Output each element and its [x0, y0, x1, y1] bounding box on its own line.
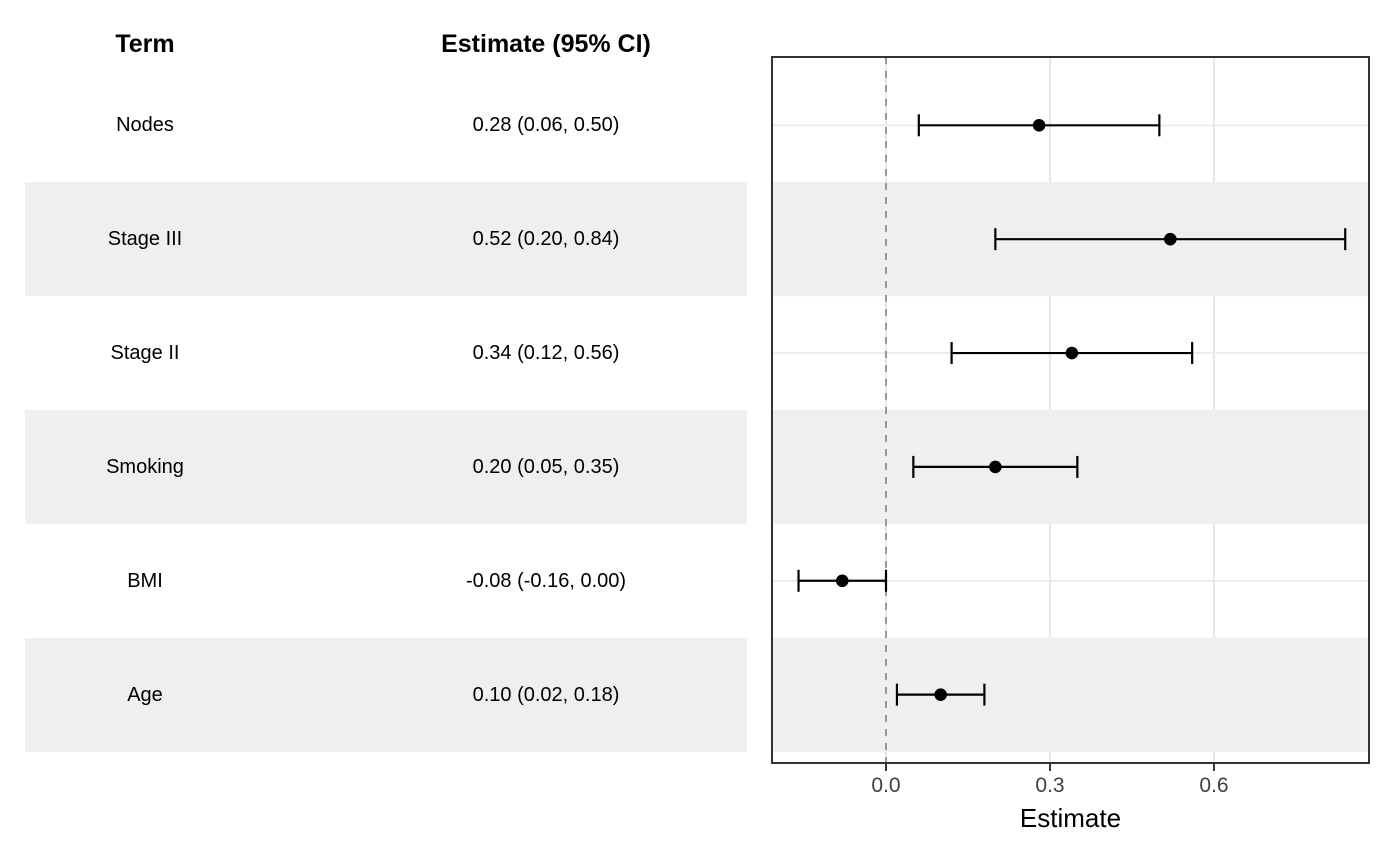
estimate-ci-value: 0.20 (0.05, 0.35) [472, 456, 620, 478]
estimate-point [835, 574, 849, 588]
table-row: Nodes 0.28 (0.06, 0.50) [25, 68, 747, 182]
estimate-ci-value: 0.28 (0.06, 0.50) [472, 114, 620, 136]
panel-stripe [772, 637, 1369, 752]
term-label: Stage III [107, 228, 183, 250]
table-row: Smoking 0.20 (0.05, 0.35) [25, 410, 747, 524]
estimate-point [1032, 119, 1046, 132]
estimate-ci-value: -0.08 (-0.16, 0.00) [465, 570, 627, 592]
table-row: BMI -0.08 (-0.16, 0.00) [25, 524, 747, 638]
table-row: Age 0.10 (0.02, 0.18) [25, 638, 747, 752]
term-table: Term Estimate (95% CI) Nodes 0.28 (0.06,… [25, 30, 747, 752]
term-label: BMI [127, 570, 163, 592]
estimate-point [934, 688, 947, 701]
table-row: Stage III 0.52 (0.20, 0.84) [25, 182, 747, 296]
table-row: Stage II 0.34 (0.12, 0.56) [25, 296, 747, 410]
estimate-point [1065, 346, 1079, 360]
term-label: Stage II [110, 342, 180, 364]
term-label: Age [127, 684, 163, 706]
x-axis-title: Estimate [1020, 803, 1121, 833]
col-header-estimate: Estimate (95% CI) [441, 30, 651, 58]
estimate-point [1163, 232, 1177, 246]
col-header-term: Term [115, 30, 175, 58]
estimate-ci-value: 0.52 (0.20, 0.84) [472, 228, 620, 250]
term-label: Smoking [106, 456, 184, 478]
estimate-ci-value: 0.10 (0.02, 0.18) [472, 684, 620, 706]
x-tick-label: 0.3 [1035, 774, 1064, 797]
x-tick-label: 0.6 [1199, 774, 1228, 797]
term-label: Nodes [116, 114, 174, 136]
x-tick-label: 0.0 [871, 774, 900, 797]
estimate-ci-value: 0.34 (0.12, 0.56) [472, 342, 620, 364]
panel-border [771, 56, 1370, 764]
estimate-point [989, 460, 1002, 474]
